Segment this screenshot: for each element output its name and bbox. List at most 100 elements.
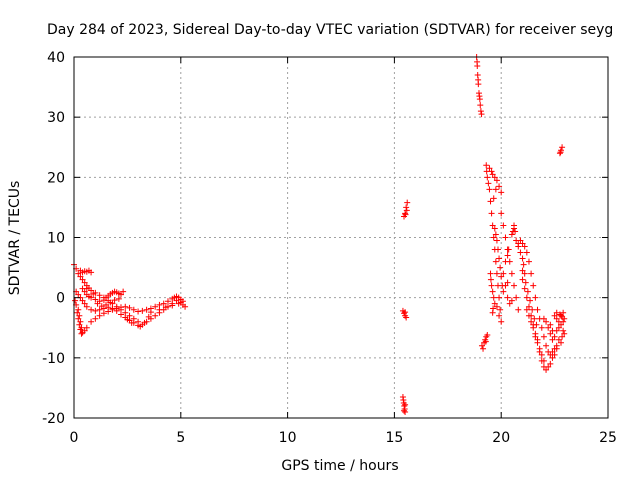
x-tick-labels: 0 5 10 15 20 25 (70, 430, 617, 446)
data-point (534, 336, 541, 343)
data-point (402, 309, 409, 316)
data-point (558, 321, 565, 328)
data-point (556, 150, 563, 157)
data-point (519, 276, 526, 283)
data-point (141, 319, 148, 326)
data-point (81, 327, 88, 334)
data-point (83, 324, 90, 331)
y-tick-labels: -20 -10 0 10 20 30 40 (42, 50, 65, 427)
data-point (117, 304, 124, 311)
data-point (143, 306, 150, 313)
data-point (491, 225, 498, 232)
data-point (549, 336, 556, 343)
data-point (111, 297, 118, 304)
data-point (160, 300, 167, 307)
data-point (553, 309, 560, 316)
data-point (490, 234, 497, 241)
data-point (76, 321, 83, 328)
data-point (521, 243, 528, 250)
data-point (76, 312, 83, 319)
y-tick-label: 0 (56, 291, 65, 307)
data-point (547, 360, 554, 367)
data-point (401, 407, 408, 414)
data-point (523, 306, 530, 313)
data-point (525, 312, 532, 319)
data-point (72, 297, 79, 304)
data-point (74, 309, 81, 316)
data-point (113, 305, 120, 312)
data-point (496, 183, 503, 190)
data-point (88, 306, 95, 313)
data-point (513, 294, 520, 301)
data-point (81, 288, 88, 295)
data-point (109, 306, 116, 313)
data-point (490, 305, 497, 312)
data-point (105, 308, 112, 315)
data-point (560, 327, 567, 334)
data-point (493, 177, 500, 184)
data-point (559, 313, 566, 320)
data-point (496, 312, 503, 319)
data-point (162, 304, 169, 311)
data-points (71, 54, 568, 415)
data-point (77, 318, 84, 325)
data-point (484, 174, 491, 181)
data-point (88, 287, 95, 294)
data-point (555, 324, 562, 331)
data-point (551, 312, 558, 319)
data-point (540, 357, 547, 364)
data-point (525, 303, 532, 310)
data-point (477, 108, 484, 115)
data-point (530, 324, 537, 331)
data-point (493, 237, 500, 244)
data-point (488, 210, 495, 217)
data-point (94, 300, 101, 307)
data-point (88, 294, 95, 301)
data-point (502, 258, 509, 265)
data-point (120, 288, 127, 295)
data-point (75, 315, 82, 322)
data-point (500, 270, 507, 277)
data-point (117, 291, 124, 298)
data-point (558, 312, 565, 319)
data-point (543, 342, 550, 349)
x-axis-label: GPS time / hours (281, 458, 398, 474)
data-point (528, 270, 535, 277)
data-point (529, 306, 536, 313)
y-tick-label: 10 (47, 231, 65, 247)
x-tick-label: 0 (70, 430, 79, 446)
data-point (145, 313, 152, 320)
data-point (500, 222, 507, 229)
data-point (551, 333, 558, 340)
data-point (88, 269, 95, 276)
data-point (504, 294, 511, 301)
y-tick-label: -20 (42, 411, 65, 427)
series-tracks-15h (399, 199, 411, 415)
data-point (179, 298, 186, 305)
data-point (77, 326, 84, 333)
y-axis-label: SDTVAR / TECUs (7, 181, 23, 296)
data-point (126, 304, 133, 311)
data-point (523, 294, 530, 301)
data-point (402, 401, 409, 408)
data-point (525, 258, 532, 265)
data-point (486, 186, 493, 193)
data-point (494, 246, 501, 253)
data-point (489, 222, 496, 229)
data-point (402, 211, 409, 218)
data-point (156, 306, 163, 313)
data-point (81, 279, 88, 286)
data-point (79, 297, 86, 304)
data-point (493, 303, 500, 310)
data-point (545, 324, 552, 331)
data-point (530, 282, 537, 289)
x-tick-label: 5 (176, 430, 185, 446)
x-tick-label: 20 (492, 430, 510, 446)
data-point (496, 294, 503, 301)
data-point (493, 270, 500, 277)
data-point (75, 291, 82, 298)
data-point (107, 299, 114, 306)
data-point (498, 210, 505, 217)
data-point (88, 318, 95, 325)
